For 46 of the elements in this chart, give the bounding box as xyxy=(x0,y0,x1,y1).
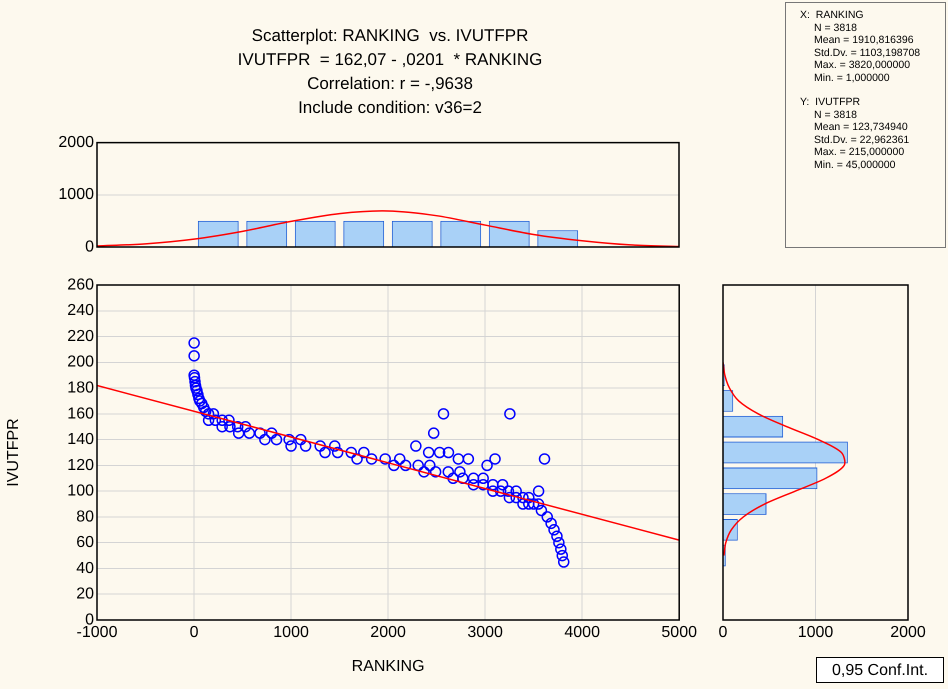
text: X: RANKING xyxy=(800,9,865,22)
y-tick-label: 40 xyxy=(76,560,94,577)
y-tick-label: 0 xyxy=(85,238,94,256)
y-tick-label: 260 xyxy=(67,276,94,294)
chart-title: Scatterplot: RANKING vs. IVUTFPR xyxy=(250,25,530,47)
y-tick-label: 140 xyxy=(67,431,94,448)
text: Min. = 1,000000 xyxy=(813,72,891,84)
x-tick-label: 2000 xyxy=(890,624,926,642)
y-tick-label: 160 xyxy=(67,405,94,422)
y-tick-label: 240 xyxy=(67,302,94,320)
y-tick-label: 180 xyxy=(67,379,94,396)
y-tick-label: 2000 xyxy=(58,134,94,152)
text: Mean = 1910,816396 xyxy=(813,34,915,46)
x-tick-label: 1000 xyxy=(273,624,309,642)
text: Correlation: r = -,9638 xyxy=(306,73,474,95)
x-tick-label: 5000 xyxy=(661,624,698,642)
x-axis-title: RANKING xyxy=(352,658,425,675)
x-tick-label: 1000 xyxy=(798,624,834,642)
y-tick-label: 80 xyxy=(76,508,94,526)
y-tick-label: 20 xyxy=(76,586,94,603)
y-tick-label: 1000 xyxy=(58,186,94,204)
text: 0,95 Conf.Int. xyxy=(816,657,944,683)
text: Std.Dv. = 22,962361 xyxy=(813,134,910,146)
y-tick-label: 60 xyxy=(76,534,94,552)
x-tick-label: 0 xyxy=(718,624,728,642)
x-tick-label: 2000 xyxy=(370,624,406,642)
chart-subtitle: IVUTFPR = 162,07 - ,0201 * RANKING xyxy=(236,49,544,71)
y-tick-label: 220 xyxy=(67,328,94,345)
x-tick-label: 0 xyxy=(190,624,199,642)
y-axis-title: IVUTFPR xyxy=(5,418,22,487)
text: Std.Dv. = 1103,198708 xyxy=(813,46,922,59)
text: N = 3818 xyxy=(813,22,858,34)
x-tick-label: 4000 xyxy=(564,624,600,642)
x-tick-label: -1000 xyxy=(76,624,118,642)
line-series xyxy=(97,210,679,247)
text: Include condition: v36=2 xyxy=(297,97,483,119)
y-tick-label: 200 xyxy=(67,354,94,371)
y-tick-label: 100 xyxy=(67,482,94,500)
y-tick-label: 120 xyxy=(67,456,94,474)
text: Max. = 3820,000000 xyxy=(813,59,912,72)
text: Max. = 215,000000 xyxy=(813,146,906,158)
text: Mean = 123,734940 xyxy=(813,121,909,134)
text: Min. = 45,000000 xyxy=(813,158,896,171)
text: N = 3818 xyxy=(813,108,858,121)
x-tick-label: 3000 xyxy=(467,624,504,642)
text: Y: IVUTFPR xyxy=(800,96,862,108)
